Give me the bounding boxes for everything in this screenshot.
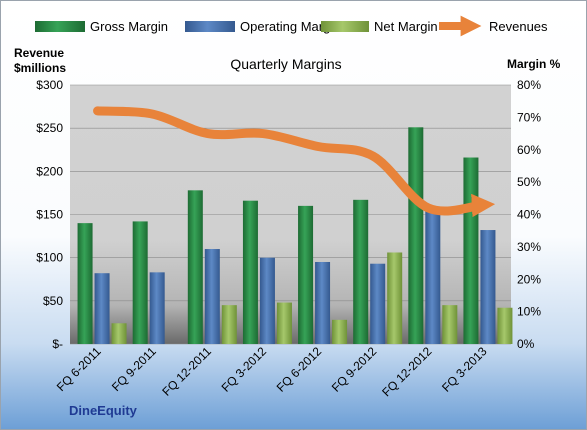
legend-label-revenues: Revenues — [489, 19, 548, 34]
bar-operating-margin-fq-3-2013 — [480, 230, 496, 344]
legend-swatch-net-margin — [321, 21, 369, 32]
bar-net-margin-fq-3-2013 — [497, 307, 513, 344]
y-right-tick-label: 80% — [517, 78, 541, 92]
bar-net-margin-fq-12-2011 — [221, 305, 237, 344]
bar-operating-margin-fq-3-2012 — [259, 257, 275, 344]
x-tick-label: FQ 3-2012 — [219, 344, 270, 395]
y-right-tick-label: 10% — [517, 305, 541, 319]
bar-gross-margin-fq-12-2011 — [187, 190, 203, 344]
chart-title: Quarterly Margins — [230, 56, 341, 72]
bar-net-margin-fq-6-2011 — [111, 323, 127, 344]
legend-item-net-margin: Net Margin — [321, 19, 438, 34]
bar-net-margin-fq-9-2012 — [387, 252, 403, 344]
brand-label: DineEquity — [69, 403, 138, 418]
legend-label-gross-margin: Gross Margin — [90, 19, 168, 34]
y-left-axis-title-line2: $millions — [14, 61, 66, 75]
bar-gross-margin-fq-12-2012 — [408, 127, 424, 344]
bar-net-margin-fq-3-2012 — [276, 302, 292, 344]
y-left-tick-label: $250 — [36, 121, 63, 135]
bar-gross-margin-fq-3-2012 — [242, 200, 258, 344]
y-left-ticks: $- $50 $100 $150 $200 $250 $300 — [36, 78, 63, 351]
bars — [77, 127, 513, 344]
legend-swatch-operating-margin — [185, 21, 235, 32]
y-right-tick-label: 60% — [517, 143, 541, 157]
y-left-tick-label: $150 — [36, 208, 63, 222]
legend-label-operating-margin: Operating Margin — [240, 19, 340, 34]
y-left-axis-title-line1: Revenue — [14, 46, 64, 60]
bar-operating-margin-fq-12-2011 — [204, 249, 220, 344]
legend-item-revenues: Revenues — [439, 15, 548, 37]
y-left-tick-label: $- — [52, 337, 63, 351]
x-tick-label: FQ 3-2013 — [439, 344, 490, 395]
line-revenues — [93, 106, 496, 218]
y-right-axis-title: Margin % — [507, 57, 561, 71]
x-tick-label: FQ 12-2012 — [379, 344, 434, 399]
x-tick-label: FQ 9-2011 — [109, 344, 159, 394]
y-right-tick-label: 0% — [517, 337, 535, 351]
legend-item-operating-margin: Operating Margin — [185, 19, 340, 34]
y-right-tick-label: 70% — [517, 110, 541, 124]
x-ticks: FQ 6-2011 FQ 9-2011 FQ 12-2011 FQ 3-2012 FQ … — [54, 344, 490, 399]
legend: Gross Margin Operating Margin Net Margin… — [35, 15, 548, 37]
bar-gross-margin-fq-6-2011 — [77, 223, 93, 344]
bar-gross-margin-fq-6-2012 — [298, 205, 314, 344]
bar-operating-margin-fq-9-2012 — [370, 263, 386, 344]
bar-gross-margin-fq-9-2011 — [132, 221, 148, 344]
y-left-tick-label: $50 — [43, 294, 63, 308]
legend-swatch-gross-margin — [35, 21, 85, 32]
legend-label-net-margin: Net Margin — [374, 19, 438, 34]
bar-net-margin-fq-6-2012 — [332, 319, 348, 344]
y-right-tick-label: 50% — [517, 175, 541, 189]
bar-operating-margin-fq-6-2012 — [315, 261, 331, 344]
bar-operating-margin-fq-9-2011 — [149, 272, 165, 344]
revenue-line — [93, 106, 496, 218]
bar-net-margin-fq-12-2012 — [442, 305, 458, 344]
bar-gross-margin-fq-3-2013 — [463, 157, 479, 344]
y-right-ticks: 0% 10% 20% 30% 40% 50% 60% 70% 80% — [517, 78, 541, 351]
y-left-tick-label: $300 — [36, 78, 63, 92]
bar-operating-margin-fq-12-2012 — [425, 208, 441, 344]
y-right-tick-label: 30% — [517, 240, 541, 254]
bar-gross-margin-fq-9-2012 — [353, 199, 369, 344]
y-left-tick-label: $200 — [36, 164, 63, 178]
y-right-tick-label: 20% — [517, 272, 541, 286]
y-right-tick-label: 40% — [517, 208, 541, 222]
legend-item-gross-margin: Gross Margin — [35, 19, 168, 34]
x-tick-label: FQ 6-2012 — [274, 344, 325, 395]
x-tick-label: FQ 12-2011 — [159, 344, 214, 399]
x-tick-label: FQ 9-2012 — [329, 344, 380, 395]
x-tick-label: FQ 6-2011 — [54, 344, 104, 394]
y-left-tick-label: $100 — [36, 251, 63, 265]
bar-operating-margin-fq-6-2011 — [94, 273, 110, 344]
